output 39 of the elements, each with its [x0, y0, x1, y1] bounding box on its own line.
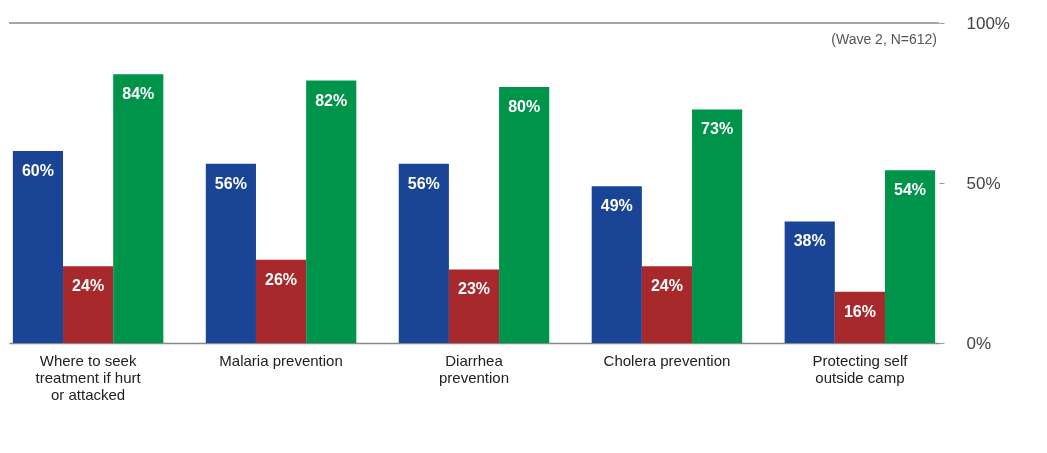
bar [499, 87, 550, 343]
data-label: 80% [508, 98, 541, 115]
data-label: 24% [72, 277, 105, 295]
bar [63, 266, 114, 343]
data-label: 56% [407, 174, 440, 192]
bar [12, 151, 64, 343]
bar [784, 221, 835, 343]
bar [692, 109, 743, 343]
data-label: 73% [701, 120, 734, 138]
data-label: 54% [894, 181, 927, 199]
data-label: 60% [21, 162, 54, 179]
bar [834, 291, 885, 343]
bar [113, 74, 164, 343]
y-tick-label: 0% [966, 333, 992, 353]
data-label: 49% [600, 197, 633, 215]
data-label: 84% [122, 85, 155, 103]
bar [641, 266, 693, 343]
data-label: 23% [457, 280, 491, 298]
annotation: (Wave 2, N=612) [831, 31, 937, 47]
data-label: 16% [843, 302, 876, 320]
data-label: 26% [265, 270, 298, 288]
bar [591, 186, 642, 343]
bar [205, 163, 256, 343]
bar [306, 80, 357, 343]
y-tick-label: 100% [966, 13, 1010, 33]
bar [884, 170, 936, 343]
x-tick-label: Cholera prevention [603, 351, 731, 369]
data-label: 56% [214, 174, 247, 192]
data-label: 24% [650, 277, 683, 295]
bar [255, 259, 307, 343]
x-tick-label: Where to seek treatment if hurt or attacked [35, 351, 142, 403]
bar [448, 269, 500, 343]
x-tick-label: Malaria prevention [219, 351, 343, 369]
x-tick-label: Protecting self outside camp [812, 351, 909, 386]
data-label: 82% [315, 91, 348, 109]
data-label: 38% [793, 232, 826, 250]
x-tick-label: Diarrhea prevention [438, 351, 510, 386]
bar [398, 163, 449, 343]
y-tick-label: 50% [966, 173, 1001, 193]
